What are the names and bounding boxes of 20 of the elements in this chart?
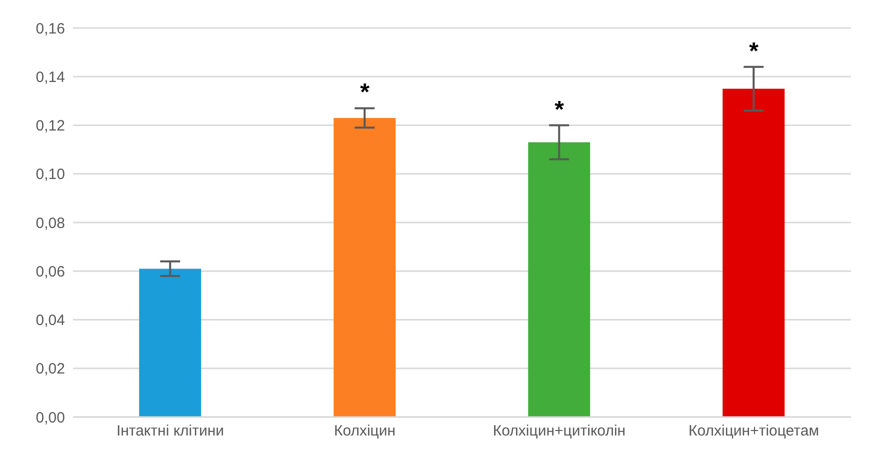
y-tick-label: 0,10	[36, 166, 65, 184]
y-tick-label: 0,12	[36, 118, 65, 135]
annotation: *	[360, 79, 370, 106]
y-tick-label: 0,06	[36, 263, 65, 280]
bar	[528, 142, 590, 417]
y-tick-label: 0,04	[36, 312, 65, 330]
bar	[722, 88, 785, 417]
y-tick-label: 0,16	[36, 20, 65, 38]
x-tick-label: Колхіцин+цитіколін	[492, 422, 626, 440]
bar	[334, 118, 396, 417]
annotation: *	[749, 38, 760, 65]
x-tick-label: Колхіцин	[334, 422, 396, 440]
annotation: *	[554, 96, 565, 124]
y-tick-label: 0,00	[36, 409, 65, 426]
bar	[139, 268, 202, 417]
y-tick-label: 0,14	[36, 68, 65, 86]
y-tick-label: 0,02	[36, 360, 65, 378]
x-tick-label: Інтактні клітини	[116, 422, 224, 440]
y-tick-label: 0,08	[36, 214, 65, 232]
x-tick-label: Колхіцин+тіоцетам	[688, 422, 820, 440]
